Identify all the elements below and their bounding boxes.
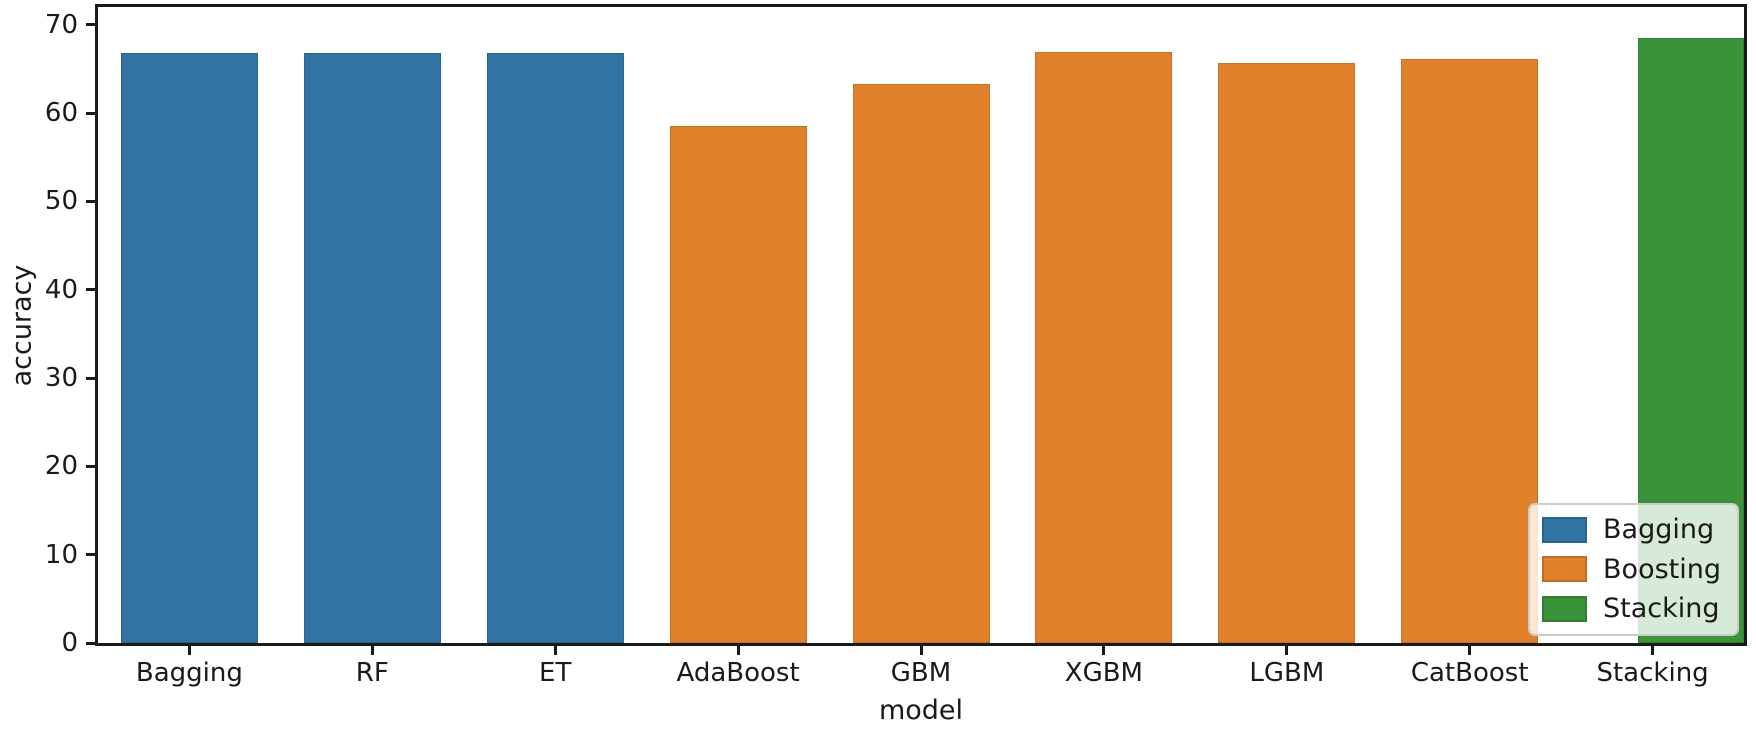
y-tick-mark	[86, 553, 95, 557]
x-tick-label-et: ET	[539, 658, 572, 688]
bar-rf	[303, 52, 441, 643]
y-tick-label: 20	[44, 451, 78, 482]
x-tick-label-adaboost: AdaBoost	[676, 658, 800, 688]
x-tick-mark	[553, 646, 557, 655]
y-tick-label: 50	[44, 186, 78, 217]
y-tick-label: 30	[44, 363, 78, 393]
x-tick-label-catboost: CatBoost	[1410, 658, 1529, 688]
legend-swatch-bagging	[1542, 516, 1588, 543]
legend-label: Bagging	[1603, 513, 1715, 545]
x-tick-label-bagging: Bagging	[135, 658, 243, 688]
bar-catboost	[1401, 59, 1539, 643]
x-tick-mark	[1468, 646, 1472, 655]
x-tick-mark	[1285, 646, 1289, 655]
legend-swatch-boosting	[1542, 556, 1588, 583]
legend-label: Stacking	[1603, 593, 1720, 625]
y-tick-label: 70	[44, 9, 78, 40]
x-tick-mark	[187, 646, 191, 655]
bar-adaboost	[669, 126, 807, 643]
x-tick-mark	[1102, 646, 1106, 655]
bar-bagging	[120, 52, 258, 643]
x-tick-mark	[370, 646, 374, 655]
y-tick-label: 0	[61, 628, 78, 658]
x-tick-label-lgbm: LGBM	[1249, 658, 1325, 688]
legend-item-stacking: Stacking	[1542, 594, 1721, 624]
bar-gbm	[852, 83, 990, 643]
legend-item-boosting: Boosting	[1542, 553, 1721, 585]
y-tick-mark	[86, 641, 95, 645]
x-tick-mark	[919, 646, 923, 655]
bar-xgbm	[1035, 52, 1173, 643]
x-tick-mark	[736, 646, 740, 655]
y-tick-mark	[86, 199, 95, 203]
y-tick-mark	[86, 288, 95, 292]
x-tick-label-gbm: GBM	[890, 658, 952, 688]
legend: Bagging Boosting Stacking	[1528, 502, 1739, 636]
y-tick-mark	[86, 23, 95, 27]
y-tick-mark	[86, 376, 95, 380]
x-axis-label: model	[878, 695, 964, 726]
x-tick-label-rf: RF	[355, 658, 389, 688]
y-tick-label: 60	[44, 98, 78, 128]
y-tick-label: 40	[44, 274, 78, 305]
bar-lgbm	[1218, 62, 1356, 643]
y-tick-mark	[86, 111, 95, 115]
y-axis-label: accuracy	[6, 264, 38, 387]
x-tick-label-xgbm: XGBM	[1064, 658, 1143, 688]
y-tick-label: 10	[44, 539, 78, 570]
legend-item-bagging: Bagging	[1542, 515, 1721, 545]
legend-label: Boosting	[1603, 553, 1721, 585]
x-tick-label-stacking: Stacking	[1596, 658, 1709, 688]
bar-et	[486, 52, 624, 643]
legend-swatch-stacking	[1542, 596, 1588, 623]
y-tick-mark	[86, 464, 95, 468]
plot-area: Bagging Boosting Stacking	[95, 4, 1747, 646]
x-tick-mark	[1651, 646, 1655, 655]
